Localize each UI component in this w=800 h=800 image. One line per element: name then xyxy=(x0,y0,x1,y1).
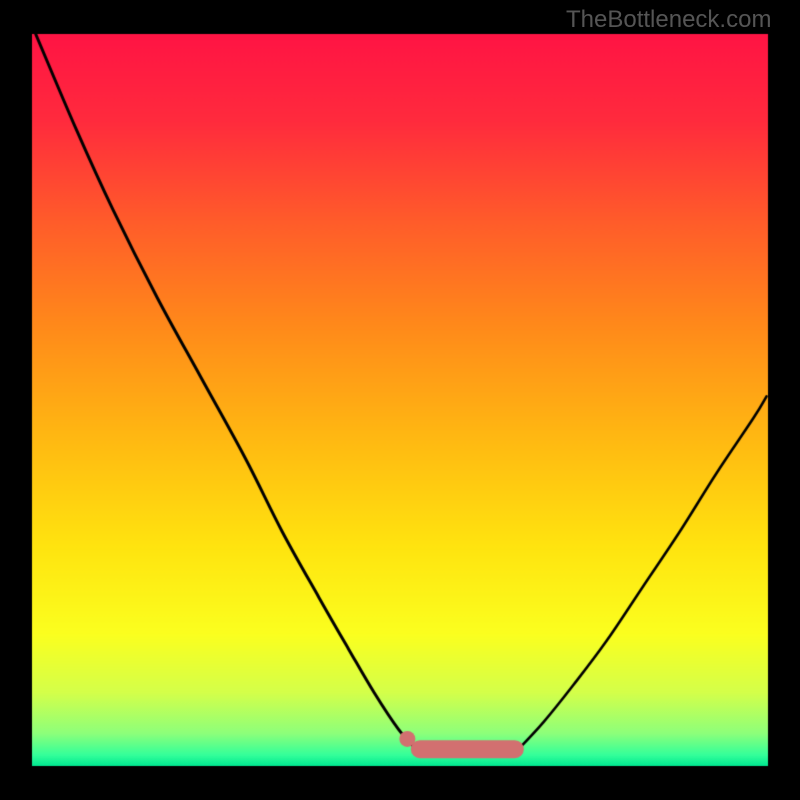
watermark: TheBottleneck.com xyxy=(566,6,771,34)
bottleneck-chart xyxy=(0,0,800,800)
